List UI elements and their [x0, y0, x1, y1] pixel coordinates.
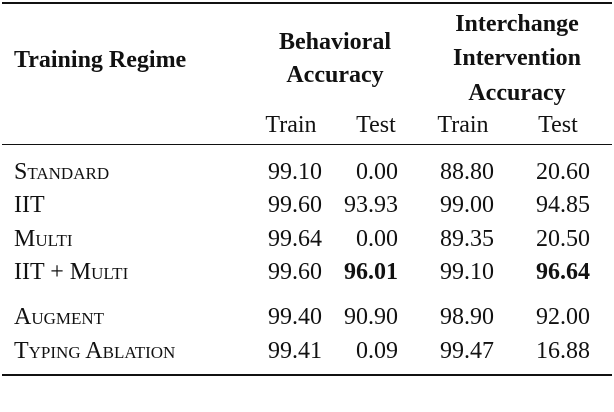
cell: 20.50 — [536, 226, 590, 252]
cell: 88.80 — [440, 159, 494, 185]
cell: 92.00 — [536, 304, 590, 330]
header-first: Training Regime — [14, 47, 187, 73]
group-header: Accuracy — [286, 62, 384, 88]
sub-header: Train — [437, 112, 489, 138]
sub-header: Test — [538, 112, 578, 138]
cell: 94.85 — [536, 192, 590, 218]
row-label: Augment — [14, 304, 105, 330]
cell: 20.60 — [536, 159, 590, 185]
cell: 99.64 — [268, 226, 322, 252]
cell: 90.90 — [344, 304, 398, 330]
cell: 96.64 — [536, 259, 590, 285]
group-header: Intervention — [453, 45, 581, 71]
cell: 89.35 — [440, 226, 494, 252]
cell: 96.01 — [344, 259, 398, 285]
sub-header: Test — [356, 112, 396, 138]
cell: 99.41 — [268, 338, 322, 364]
row-label: IIT — [14, 192, 45, 218]
cell: 0.00 — [356, 226, 398, 252]
cell: 0.00 — [356, 159, 398, 185]
cell: 99.00 — [440, 192, 494, 218]
bottom-rule — [2, 374, 612, 376]
sub-header: Train — [265, 112, 317, 138]
row-label: IIT + Multi — [14, 259, 129, 285]
group-header: Accuracy — [468, 80, 566, 106]
cell: 16.88 — [536, 338, 590, 364]
cell: 99.10 — [268, 159, 322, 185]
cell: 99.47 — [440, 338, 494, 364]
top-rule — [2, 2, 612, 4]
mid-rule — [2, 144, 612, 145]
row-label: Multi — [14, 226, 73, 252]
group-header: Behavioral — [279, 29, 391, 55]
cell: 99.60 — [268, 259, 322, 285]
cell: 0.09 — [356, 338, 398, 364]
cell: 99.60 — [268, 192, 322, 218]
row-label: Standard — [14, 159, 110, 185]
cell: 93.93 — [344, 192, 398, 218]
row-label: Typing Ablation — [14, 338, 176, 364]
group-header: Interchange — [455, 11, 579, 37]
cell: 99.10 — [440, 259, 494, 285]
cell: 98.90 — [440, 304, 494, 330]
cell: 99.40 — [268, 304, 322, 330]
